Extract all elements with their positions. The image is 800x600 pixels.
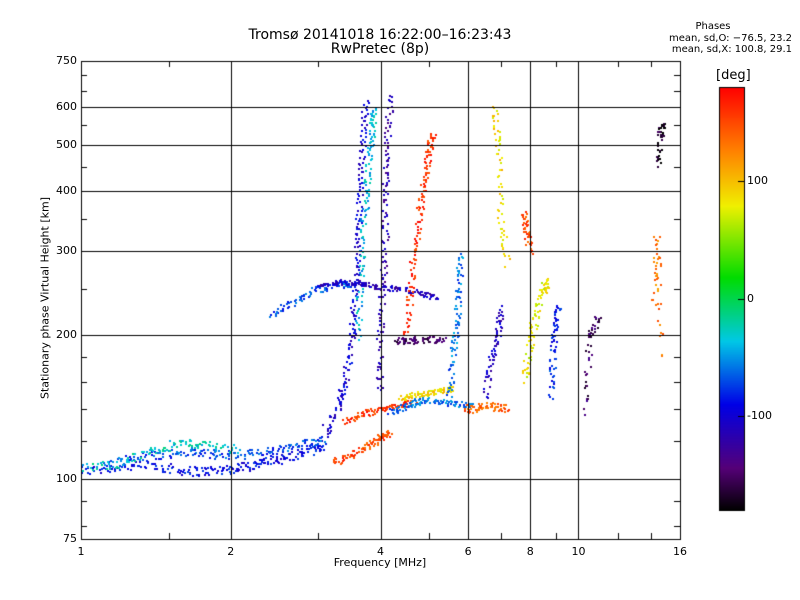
y-tick-label: 400 [56, 184, 77, 198]
x-tick-label: 8 [526, 545, 534, 558]
y-tick-label: 75 [63, 532, 77, 545]
chart-title-line1: Tromsø 20141018 16:22:00–16:23:43 [248, 27, 512, 43]
x-tick-label: 1 [77, 545, 85, 558]
x-tick-label: 2 [227, 545, 235, 558]
x-tick-label: 6 [464, 545, 472, 558]
y-tick-label: 300 [56, 244, 77, 258]
y-tick-label: 200 [56, 328, 77, 342]
phase-x-stats: mean, sd,X: 100.8, 29.1 [671, 44, 792, 55]
y-tick-label: 500 [56, 138, 77, 152]
colorbar-tick-label: 100 [747, 174, 768, 187]
y-tick-label: 750 [56, 54, 77, 67]
colorbar-tick-label: -100 [747, 409, 772, 422]
x-tick-label: 10 [571, 545, 586, 558]
x-tick-label: 16 [673, 545, 687, 558]
x-axis-label: Frequency [MHz] [333, 556, 427, 569]
colorbar-unit: [deg] [716, 68, 751, 83]
x-tick-label: 4 [377, 545, 384, 558]
chart-title-line2: RwPretec (8p) [330, 41, 430, 57]
phase-heading: Phases [695, 21, 731, 32]
colorbar-tick-label: 0 [747, 291, 754, 305]
phase-o-stats: mean, sd,O: −76.5, 23.2 [669, 33, 792, 44]
y-axis-label: Stationary phase Virtual Height [km] [38, 196, 52, 400]
y-tick-label: 600 [56, 100, 77, 114]
y-tick-label: 100 [56, 472, 77, 486]
